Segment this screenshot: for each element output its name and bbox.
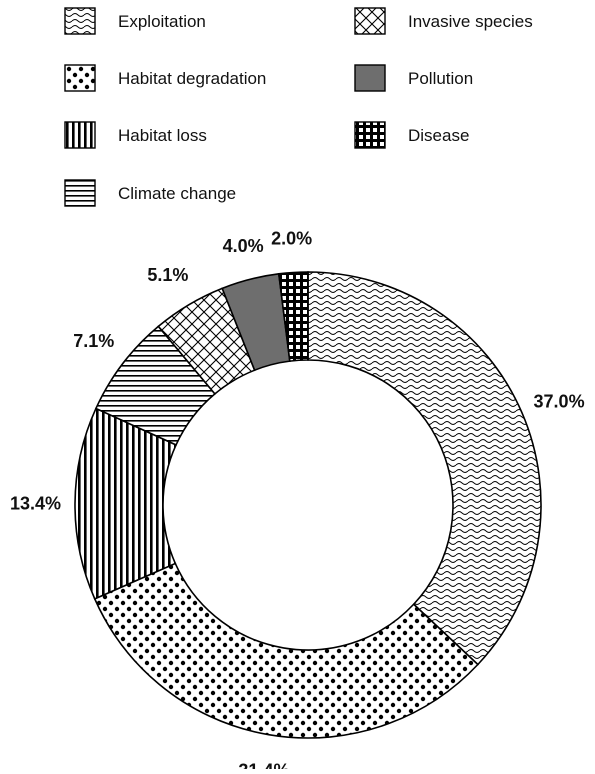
legend-item-disease: Disease [354, 121, 469, 149]
slice-label-pollution: 4.0% [223, 236, 264, 256]
legend-swatch [64, 179, 96, 207]
legend-label: Habitat loss [118, 126, 207, 145]
slice-label-disease: 2.0% [271, 229, 312, 249]
legend-item-habitat-loss: Habitat loss [64, 121, 207, 149]
slice-labels: 37.0% 31.4% 13.4% 7.1% 5.1% 4.0% 2.0% [10, 229, 585, 774]
legend-swatch [354, 121, 386, 149]
legend-item-climate-change: Climate change [64, 179, 236, 207]
slice-label-exploitation: 37.0% [534, 391, 585, 411]
slice-label-habitat-loss: 13.4% [10, 493, 61, 513]
legend-swatch [354, 64, 386, 92]
slice-label-climate-change: 7.1% [73, 331, 114, 351]
legend-item-exploitation: Exploitation [64, 7, 206, 35]
legend-swatch [354, 7, 386, 35]
legend-swatch [64, 7, 96, 35]
legend-label: Habitat degradation [118, 69, 266, 88]
legend-swatch [64, 64, 96, 92]
slice-habitat-degradation [93, 562, 479, 739]
slice-label-invasive-species: 5.1% [147, 265, 188, 285]
legend-swatch [64, 121, 96, 149]
legend-label: Exploitation [118, 12, 206, 31]
legend-label: Pollution [408, 69, 473, 88]
legend: Exploitation Invasive species Habitat degr… [64, 7, 533, 207]
donut-slices [74, 271, 542, 739]
legend-item-pollution: Pollution [354, 64, 473, 92]
slice-label-habitat-degradation: 31.4% [238, 760, 289, 769]
legend-label: Climate change [118, 184, 236, 203]
slice-exploitation [307, 271, 542, 666]
slice-disease [277, 271, 309, 363]
legend-item-invasive-species: Invasive species [354, 7, 533, 35]
legend-item-habitat-degradation: Habitat degradation [64, 64, 266, 92]
legend-label: Invasive species [408, 12, 533, 31]
legend-label: Disease [408, 126, 469, 145]
